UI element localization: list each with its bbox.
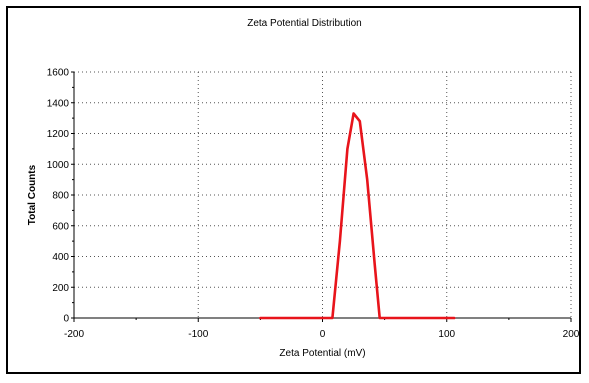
zeta-potential-chart: Zeta Potential Distribution 0 200 400 600 80…	[27, 18, 579, 359]
grid	[74, 71, 572, 318]
x-tick-label: 100	[438, 329, 455, 340]
y-axis-label: Total Counts	[27, 164, 38, 225]
x-tick-label: 200	[563, 329, 579, 340]
x-tick-label: 0	[320, 329, 326, 340]
x-axis-label: Zeta Potential (mV)	[279, 348, 365, 359]
y-tick-label: 600	[52, 221, 69, 232]
y-tick-label: 1200	[47, 129, 70, 140]
y-tick-labels: 0 200 400 600 800 1000 1200 1400 1600	[47, 68, 70, 325]
chart-frame: Zeta Potential Distribution 0 200 400 600 80…	[6, 6, 581, 374]
x-tick-labels: -200 -100 0 100 200	[64, 329, 579, 340]
y-tick-label: 800	[52, 191, 69, 202]
x-tick-label: -100	[188, 329, 208, 340]
x-tick-label: -200	[64, 329, 84, 340]
series-layer	[259, 112, 456, 320]
y-tick-label: 200	[52, 283, 69, 294]
y-tick-label: 1600	[47, 68, 70, 79]
chart-title: Zeta Potential Distribution	[247, 18, 362, 29]
series-line	[259, 112, 456, 320]
y-tick-label: 1400	[47, 98, 70, 109]
y-tick-label: 0	[63, 314, 69, 325]
axes	[71, 71, 572, 322]
y-tick-label: 1000	[47, 160, 70, 171]
y-tick-label: 400	[52, 252, 69, 263]
